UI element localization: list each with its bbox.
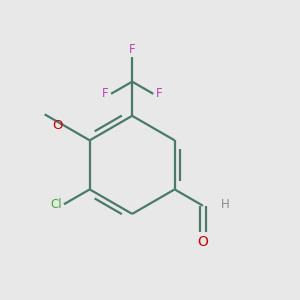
Text: F: F	[102, 87, 109, 100]
Text: H: H	[221, 198, 230, 211]
Text: O: O	[52, 119, 62, 132]
Text: Cl: Cl	[50, 198, 61, 211]
Text: F: F	[156, 87, 162, 100]
Text: F: F	[129, 43, 136, 56]
Text: O: O	[197, 236, 208, 250]
